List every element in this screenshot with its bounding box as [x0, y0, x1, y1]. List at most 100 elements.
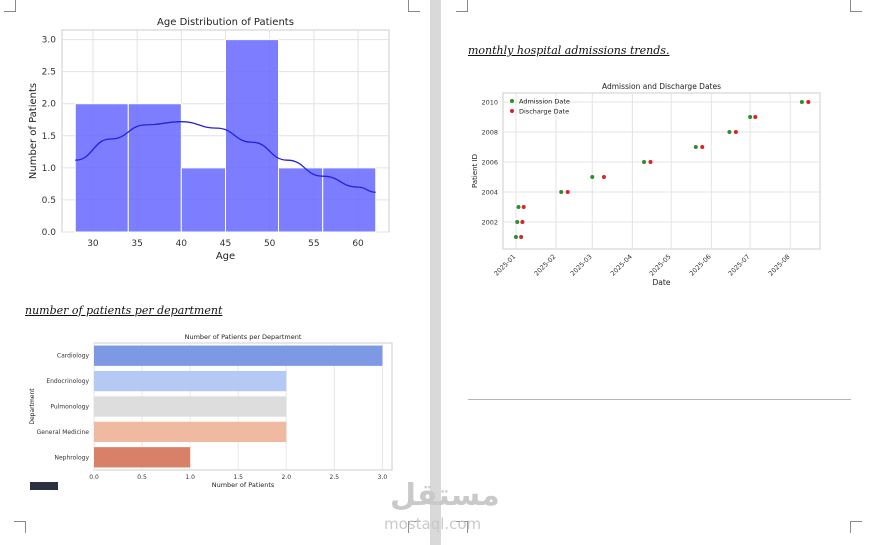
- data-point: [733, 130, 738, 134]
- plot-area: [502, 92, 821, 250]
- y-axis-label: Number of Patients: [28, 83, 39, 179]
- histogram-bar: [225, 39, 280, 233]
- data-point: [642, 160, 647, 164]
- data-point: [806, 100, 811, 104]
- age-histogram-chart: 30 35 40 45 50 55 60 0.0 0.5 1.0 1.5 2.0 2.5 3.0 Age D…: [28, 17, 390, 262]
- department-bar: [94, 396, 287, 417]
- y-tick-label: 1.0: [42, 164, 57, 174]
- department-bar: [94, 421, 287, 443]
- page-gutter: [430, 0, 441, 545]
- y-tick-label: 0.5: [42, 196, 56, 206]
- x-tick-label: 2025-07: [727, 253, 752, 278]
- histogram-bar: [74, 103, 129, 233]
- x-axis-label: Date: [653, 278, 671, 287]
- crop-mark-bottom-right: [408, 521, 420, 533]
- data-point: [519, 235, 524, 239]
- admission-discharge-scatter-chart: 2025-01 2025-02 2025-03 2025-04 2025-05 2025-…: [471, 82, 821, 287]
- x-tick-label: 0.5: [137, 474, 147, 481]
- histogram-bar: [180, 167, 226, 233]
- data-point: [648, 160, 653, 164]
- crop-mark-bottom-left: [14, 521, 26, 533]
- y-tick-label: Endocrinology: [46, 378, 89, 385]
- x-tick-label: 2025-04: [609, 253, 634, 278]
- data-point: [521, 205, 526, 209]
- legend-label: Discharge Date: [519, 108, 569, 116]
- x-tick-label: 30: [87, 239, 99, 249]
- y-tick-label: Pulmonology: [50, 404, 89, 411]
- x-tick-label: 2.0: [281, 474, 291, 481]
- y-tick-label: 2002: [481, 219, 498, 227]
- data-point: [520, 220, 525, 224]
- department-bar: [94, 345, 383, 366]
- watermark-url: mostaql.com: [384, 515, 482, 533]
- legend-marker: [510, 109, 514, 113]
- data-point: [565, 190, 570, 194]
- watermark-logo: مستقل: [390, 478, 500, 513]
- y-tick-label: 3.0: [42, 36, 57, 46]
- data-point: [559, 190, 564, 194]
- x-tick-label: 35: [131, 239, 142, 249]
- x-tick-label: 2.5: [330, 474, 340, 481]
- x-axis-label: Number of Patients: [212, 481, 275, 489]
- chart-title: Age Distribution of Patients: [157, 17, 294, 28]
- crop-mark-top-left: [4, 0, 16, 12]
- x-tick-label: 40: [176, 239, 188, 249]
- x-axis-label: Age: [216, 251, 235, 262]
- department-bar: [94, 370, 287, 392]
- y-tick-label: General Medicine: [37, 429, 90, 436]
- section-divider: [468, 399, 851, 400]
- data-point: [515, 220, 520, 224]
- y-axis-label: Patient ID: [471, 154, 479, 188]
- patients-per-department-bar-chart: 0.0 0.5 1.0 1.5 2.0 2.5 3.0 Cardiology Endocrino…: [29, 333, 393, 489]
- chart-title: Admission and Discharge Dates: [602, 82, 721, 91]
- y-tick-label: 0.0: [42, 228, 57, 238]
- histogram-bar: [278, 167, 324, 233]
- x-tick-label: 2025-05: [648, 253, 673, 278]
- data-point: [700, 145, 705, 149]
- data-point: [727, 130, 732, 134]
- page-marker: [30, 482, 58, 490]
- x-tick-label: 1.0: [185, 474, 195, 481]
- data-point: [753, 115, 758, 119]
- x-tick-label: 1.5: [233, 474, 243, 481]
- y-tick-label: 2010: [481, 99, 498, 107]
- crop-mark-bottom-left: [456, 521, 468, 533]
- crop-mark-top-right: [850, 0, 862, 12]
- data-point: [799, 100, 804, 104]
- legend-label: Admission Date: [519, 98, 570, 106]
- x-tick-label: 2025-01: [492, 253, 517, 278]
- crop-mark-top-right: [408, 0, 420, 12]
- data-point: [693, 145, 698, 149]
- y-tick-label: 2.0: [42, 100, 57, 110]
- department-bar: [94, 447, 191, 468]
- legend-marker: [510, 99, 514, 103]
- chart-title: Number of Patients per Department: [185, 333, 302, 341]
- data-point: [516, 205, 521, 209]
- x-tick-label: 2025-06: [688, 253, 713, 278]
- crop-mark-bottom-right: [850, 521, 862, 533]
- histogram-bar: [322, 167, 377, 233]
- y-tick-label: 2.5: [42, 68, 56, 78]
- data-point: [590, 175, 595, 179]
- y-tick-label: 1.5: [42, 132, 56, 142]
- histogram-bar: [127, 103, 182, 233]
- x-tick-label: 0.0: [89, 474, 99, 481]
- kde-curve: [75, 121, 376, 193]
- data-point: [748, 115, 753, 119]
- data-point: [513, 235, 518, 239]
- x-tick-label: 50: [264, 239, 276, 249]
- x-tick-label: 2025-02: [533, 253, 558, 278]
- x-tick-label: 55: [308, 239, 319, 249]
- crop-mark-top-left: [456, 0, 468, 12]
- y-tick-label: Cardiology: [57, 353, 90, 360]
- x-tick-label: 2025-08: [767, 253, 792, 278]
- y-axis-label: Department: [29, 388, 36, 425]
- x-tick-label: 3.0: [378, 474, 388, 481]
- y-tick-label: 2004: [481, 189, 498, 197]
- document-page-right: [441, 0, 875, 545]
- x-tick-label: 60: [352, 239, 364, 249]
- x-tick-label: 45: [220, 239, 231, 249]
- data-point: [601, 175, 606, 179]
- caption-admissions: monthly hospital admissions trends.: [468, 44, 670, 57]
- y-tick-label: Nephrology: [55, 454, 90, 461]
